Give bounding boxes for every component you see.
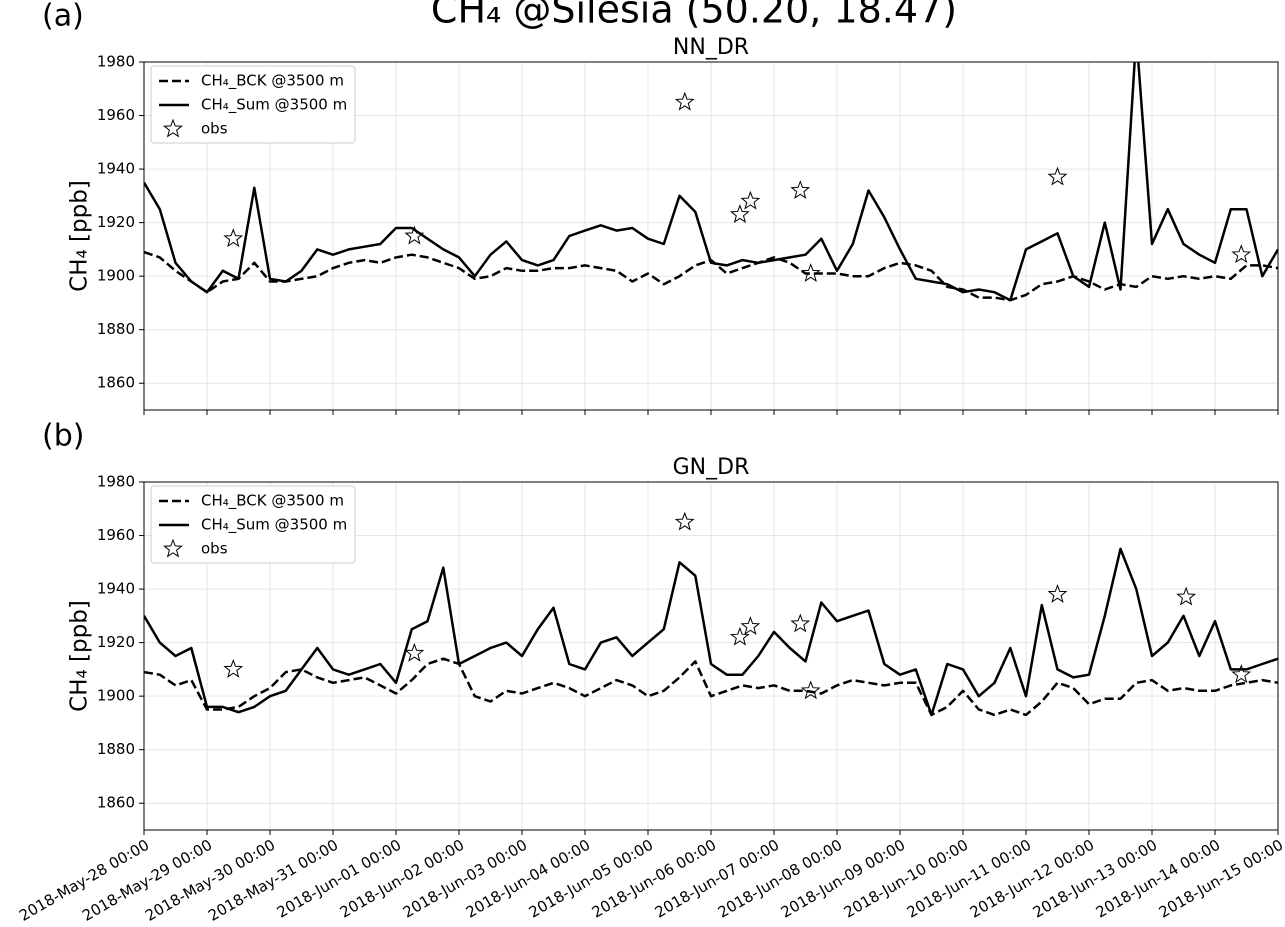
legend-marker xyxy=(163,538,183,558)
obs-marker xyxy=(404,225,425,245)
y-tick-label: 1940 xyxy=(97,580,135,598)
obs-marker xyxy=(1231,244,1252,264)
y-tick-label: 1940 xyxy=(97,160,135,178)
obs-marker xyxy=(800,680,821,700)
y-tick-label: 1920 xyxy=(97,633,135,651)
subplot-title: NN_DR xyxy=(673,35,749,60)
plot-frame xyxy=(143,61,1279,411)
obs-marker xyxy=(740,190,761,210)
legend-label: obs xyxy=(201,540,228,558)
series-line xyxy=(144,657,1278,717)
y-axis-label: CH₄ [ppb] xyxy=(67,600,93,712)
obs-marker xyxy=(404,642,425,662)
y-tick-label: 1900 xyxy=(97,267,135,285)
plot-frame xyxy=(143,481,1279,831)
obs-marker xyxy=(729,626,750,646)
obs-marker xyxy=(674,511,695,531)
legend-label: CH₄_BCK @3500 m xyxy=(201,492,344,511)
obs-marker xyxy=(729,204,750,224)
obs-marker xyxy=(223,228,244,248)
y-axis-label: CH₄ [ppb] xyxy=(67,180,93,292)
obs-marker xyxy=(790,613,811,633)
obs-marker xyxy=(740,616,761,635)
legend-label: obs xyxy=(201,120,228,138)
panel-label: (a) xyxy=(42,0,84,34)
legend-label: CH₄_Sum @3500 m xyxy=(201,96,347,115)
y-tick-label: 1920 xyxy=(97,213,135,231)
legend-box xyxy=(150,65,356,144)
legend-box xyxy=(150,485,356,564)
obs-marker xyxy=(1047,166,1068,186)
obs-marker xyxy=(1176,586,1197,606)
obs-marker xyxy=(800,263,821,282)
y-tick-label: 1880 xyxy=(97,740,135,758)
obs-marker xyxy=(223,658,244,678)
obs-marker xyxy=(674,91,695,111)
y-tick-label: 1960 xyxy=(97,106,135,124)
series-line xyxy=(144,62,1278,302)
y-tick-label: 1860 xyxy=(97,374,135,392)
obs-marker xyxy=(1231,664,1252,684)
y-tick-label: 1980 xyxy=(97,473,135,491)
y-tick-label: 1960 xyxy=(97,526,135,544)
legend-label: CH₄_BCK @3500 m xyxy=(201,72,344,91)
obs-marker xyxy=(1047,583,1068,603)
obs-marker xyxy=(790,180,811,199)
legend-label: CH₄_Sum @3500 m xyxy=(201,516,347,535)
legend-marker xyxy=(163,118,183,138)
panel-label: (b) xyxy=(42,419,84,454)
y-tick-label: 1880 xyxy=(97,320,135,338)
y-tick-label: 1900 xyxy=(97,687,135,705)
y-tick-label: 1980 xyxy=(97,53,135,71)
figure-title: CH₄ @Silesia (50.20, 18.47) xyxy=(431,0,957,32)
series-line xyxy=(144,547,1278,717)
y-tick-label: 1860 xyxy=(97,794,135,812)
subplot-title: GN_DR xyxy=(673,455,750,480)
